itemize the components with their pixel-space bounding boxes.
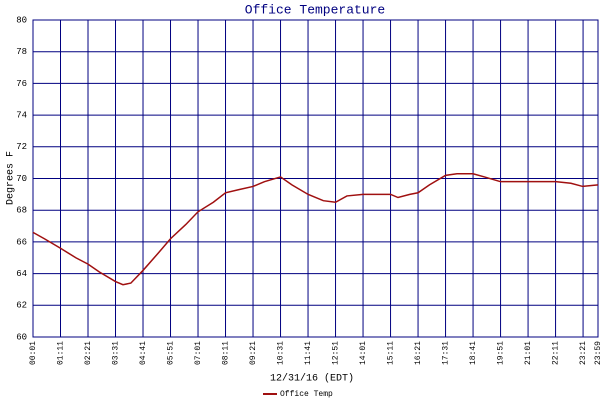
x-tick-label: 01:11 <box>57 341 66 365</box>
y-tick-label: 76 <box>16 79 27 89</box>
y-tick-label: 60 <box>16 332 27 342</box>
x-tick-label: 19:51 <box>497 341 506 365</box>
x-tick-label: 09:21 <box>249 341 258 365</box>
x-tick-label: 23:59 <box>594 341 600 365</box>
x-tick-label: 23:21 <box>579 341 588 365</box>
x-tick-label: 18:41 <box>469 341 478 365</box>
x-tick-label: 02:21 <box>84 341 93 365</box>
y-tick-label: 66 <box>16 237 27 247</box>
y-tick-label: 64 <box>16 269 27 279</box>
y-tick-label: 78 <box>16 47 27 57</box>
x-tick-label: 12:51 <box>332 341 341 365</box>
x-tick-label: 05:51 <box>167 341 176 365</box>
y-tick-label: 72 <box>16 142 27 152</box>
x-tick-label: 15:11 <box>387 341 396 365</box>
y-tick-label: 68 <box>16 206 27 216</box>
data-line <box>32 172 599 286</box>
y-axis-label: Degrees F <box>6 151 17 205</box>
x-tick-label: 22:11 <box>552 341 561 365</box>
y-tick-label: 74 <box>16 110 27 120</box>
x-axis-label: 12/31/16 (EDT) <box>270 373 354 385</box>
y-tick-label: 70 <box>16 174 27 184</box>
x-tick-label: 10:31 <box>277 341 286 365</box>
x-tick-label: 11:41 <box>304 341 313 365</box>
legend-label: Office Temp <box>280 390 333 399</box>
chart-title: Office Temperature <box>245 2 385 17</box>
x-tick-label: 08:11 <box>222 341 231 365</box>
x-tick-label: 21:01 <box>524 341 533 365</box>
y-tick-label: 80 <box>16 15 27 25</box>
x-tick-label: 03:31 <box>112 341 121 365</box>
x-tick-label: 07:01 <box>194 341 203 365</box>
x-tick-label: 17:31 <box>442 341 451 365</box>
x-tick-label: 00:01 <box>29 341 38 365</box>
x-tick-label: 04:41 <box>139 341 148 365</box>
y-tick-label: 62 <box>16 301 27 311</box>
x-tick-label: 14:01 <box>359 341 368 365</box>
x-tick-label: 16:21 <box>414 341 423 365</box>
